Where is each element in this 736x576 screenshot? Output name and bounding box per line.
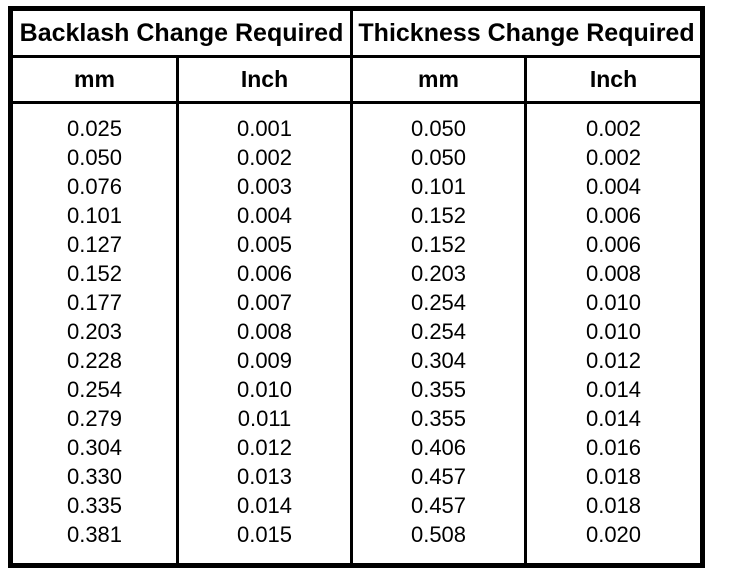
table-cell: 0.127 (66, 232, 123, 257)
column-header-thickness-mm: mm (350, 56, 526, 104)
table-cell: 0.152 (66, 261, 123, 286)
table-cell: 0.002 (523, 143, 703, 172)
table-cell: 0.012 (523, 346, 703, 375)
column-header-backlash-inch: Inch (176, 56, 352, 104)
table-cell: 0.381 (66, 522, 123, 547)
table-cell: 0.005 (176, 230, 352, 259)
table-row: 0.177 0.007 0.254 0.010 (11, 288, 703, 317)
table-cell: 0.304 (66, 435, 123, 460)
table-cell: 0.228 (66, 348, 123, 373)
table-cell: 0.101 (66, 203, 123, 228)
table-cell: 0.018 (523, 491, 703, 520)
table-row: 0.335 0.014 0.457 0.018 (11, 491, 703, 520)
table-cell: 0.001 (176, 102, 352, 143)
table-cell: 0.254 (350, 317, 526, 346)
column-header-backlash-mm: mm (10, 56, 178, 104)
table-row: 0.304 0.012 0.406 0.016 (11, 433, 703, 462)
table-cell: 0.335 (66, 493, 123, 518)
table-cell: 0.457 (350, 462, 526, 491)
table-cell: 0.002 (176, 143, 352, 172)
table-cell: 0.177 (66, 290, 123, 315)
table-row: 0.101 0.004 0.152 0.006 (11, 201, 703, 230)
table-cell: 0.006 (176, 259, 352, 288)
table-cell: 0.012 (176, 433, 352, 462)
table-cell: 0.279 (66, 406, 123, 431)
table-cell: 0.304 (350, 346, 526, 375)
table-row: 0.127 0.005 0.152 0.006 (11, 230, 703, 259)
table-cell: 0.002 (523, 102, 703, 143)
table-header: Backlash Change Required Thickness Chang… (10, 8, 703, 104)
table-cell: 0.508 (350, 520, 526, 566)
table-cell: 0.018 (523, 462, 703, 491)
table-cell: 0.014 (176, 491, 352, 520)
table-cell: 0.007 (176, 288, 352, 317)
table-cell: 0.050 (66, 145, 123, 170)
table-cell: 0.355 (350, 375, 526, 404)
table-body: 0.025 0.001 0.050 0.002 0.050 0.002 0.050 0.002… (11, 102, 703, 566)
table-row: 0.330 0.013 0.457 0.018 (11, 462, 703, 491)
table-cell: 0.014 (523, 404, 703, 433)
table-cell: 0.203 (66, 319, 123, 344)
table-cell: 0.203 (350, 259, 526, 288)
unit-header-row: mm Inch mm Inch (10, 56, 703, 104)
table-row: 0.254 0.010 0.355 0.014 (11, 375, 703, 404)
table-row: 0.228 0.009 0.304 0.012 (11, 346, 703, 375)
table-row: 0.279 0.011 0.355 0.014 (11, 404, 703, 433)
group-header-backlash: Backlash Change Required (10, 8, 353, 58)
column-header-thickness-inch: Inch (523, 56, 703, 104)
table-cell: 0.152 (350, 201, 526, 230)
table-cell: 0.025 (66, 116, 123, 141)
table-cell: 0.020 (523, 520, 703, 566)
table-cell: 0.010 (523, 317, 703, 346)
table-cell: 0.011 (176, 404, 352, 433)
table-cell: 0.254 (66, 377, 123, 402)
table-cell: 0.016 (523, 433, 703, 462)
table-cell: 0.004 (176, 201, 352, 230)
table-cell: 0.015 (176, 520, 352, 566)
table-cell: 0.101 (350, 172, 526, 201)
table-cell: 0.013 (176, 462, 352, 491)
table-cell: 0.008 (523, 259, 703, 288)
table-cell: 0.355 (350, 404, 526, 433)
table-cell: 0.004 (523, 172, 703, 201)
table-row: 0.381 0.015 0.508 0.020 (11, 520, 703, 566)
table-cell: 0.006 (523, 230, 703, 259)
table-cell: 0.457 (350, 491, 526, 520)
group-header-thickness: Thickness Change Required (351, 8, 703, 58)
table-row: 0.203 0.008 0.254 0.010 (11, 317, 703, 346)
table-cell: 0.009 (176, 346, 352, 375)
table-cell: 0.010 (523, 288, 703, 317)
table-cell: 0.254 (350, 288, 526, 317)
table-cell: 0.008 (176, 317, 352, 346)
table-cell: 0.003 (176, 172, 352, 201)
table-cell: 0.014 (523, 375, 703, 404)
table-cell: 0.152 (350, 230, 526, 259)
table-cell: 0.006 (523, 201, 703, 230)
table-cell: 0.010 (176, 375, 352, 404)
table-cell: 0.406 (350, 433, 526, 462)
table-row: 0.152 0.006 0.203 0.008 (11, 259, 703, 288)
table-row: 0.076 0.003 0.101 0.004 (11, 172, 703, 201)
table-cell: 0.050 (350, 143, 526, 172)
backlash-thickness-table: Backlash Change Required Thickness Chang… (8, 6, 706, 568)
table-cell: 0.330 (66, 464, 123, 489)
group-header-row: Backlash Change Required Thickness Chang… (10, 8, 703, 58)
table-cell: 0.076 (66, 174, 123, 199)
table-cell: 0.050 (350, 102, 526, 143)
table-row: 0.050 0.002 0.050 0.002 (11, 143, 703, 172)
table-row: 0.025 0.001 0.050 0.002 (11, 102, 703, 143)
